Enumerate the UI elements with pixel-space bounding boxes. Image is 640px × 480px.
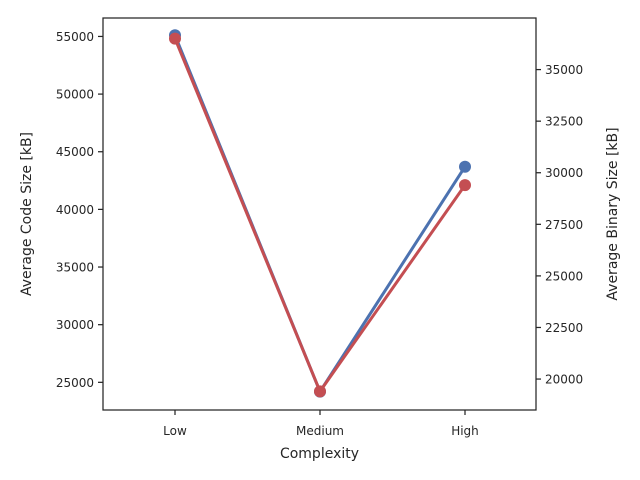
series-1-point [459,160,471,173]
left-y-tick-label: 30000 [56,318,94,332]
left-y-axis: 25000 30000 35000 40000 45000 50000 55000 [56,30,103,390]
x-tick-label: Low [163,424,187,438]
right-y-tick-label: 22500 [545,321,583,335]
right-y-tick-label: 27500 [545,218,583,232]
right-y-tick-label: 20000 [545,373,583,387]
right-y-axis-title: Average Binary Size [kB] [605,127,621,300]
right-y-tick-label: 35000 [545,63,583,77]
series-line-1 [173,33,467,394]
right-y-tick-label: 32500 [545,115,583,129]
series-2-point [459,179,471,192]
left-y-tick-label: 40000 [56,203,94,217]
right-y-tick-label: 25000 [545,269,583,283]
series-2-point [169,32,181,45]
x-tick-label: Medium [296,424,344,438]
left-y-tick-label: 55000 [56,30,94,44]
right-y-axis: 20000 22500 25000 27500 30000 32500 35000 [536,63,583,387]
left-y-tick-label: 45000 [56,145,94,159]
left-y-tick-label: 35000 [56,261,94,275]
series-line-2 [173,37,467,393]
left-y-axis-title: Average Code Size [kB] [19,132,35,296]
x-axis-title: Complexity [280,446,359,462]
right-y-tick-label: 30000 [545,166,583,180]
plot-frame [102,17,537,411]
left-y-tick-label: 50000 [56,88,94,102]
x-axis: Low Medium High [163,410,479,438]
left-y-tick-label: 25000 [56,376,94,390]
series-layer [169,29,471,398]
x-tick-label: High [451,424,479,438]
series-2-point [314,385,326,398]
